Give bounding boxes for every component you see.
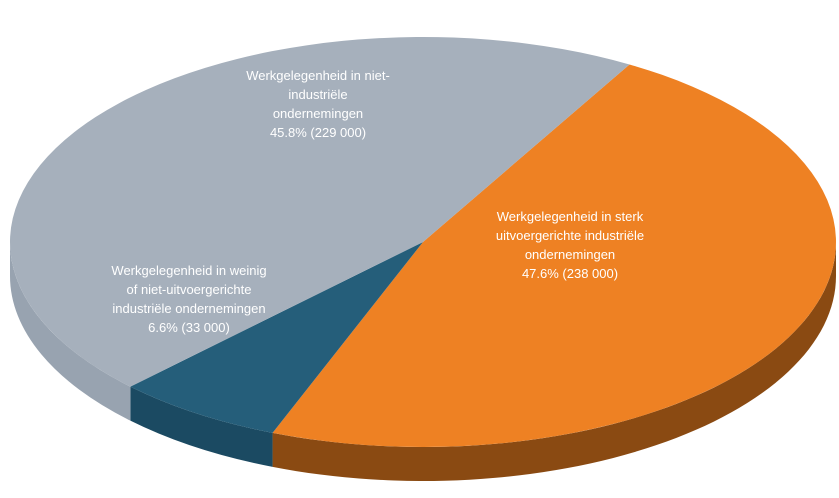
label-value: 45.8% (229 000) [269,125,367,140]
label-line: ondernemingen [272,106,364,121]
pie-slice-2 [9,36,630,387]
label-line: industriële ondernemingen [112,301,266,316]
slice-label-non-industrial: Werkgelegenheid in niet- industriële ond… [218,66,418,142]
label-line: ondernemingen [524,247,616,262]
label-value: 6.6% (33 000) [148,320,230,335]
label-line: Werkgelegenheid in niet- [246,68,390,83]
pie-side-0 [272,242,837,481]
slice-label-export-oriented: Werkgelegenheid in sterk uitvoergerichte… [450,207,690,283]
pie-slice-1 [130,242,424,433]
label-line: uitvoergerichte industriële [495,228,645,243]
pie-side-2 [10,242,131,421]
slice-label-low-export: Werkgelegenheid in weinig of niet-uitvoe… [89,261,289,337]
label-line: of niet-uitvoergerichte [126,282,252,297]
pie-slice-0 [272,64,836,447]
label-line: Werkgelegenheid in weinig [111,263,267,278]
pie-side-1 [130,386,273,467]
label-value: 47.6% (238 000) [521,266,619,281]
label-line: industriële [288,87,348,102]
label-line: Werkgelegenheid in sterk [496,209,644,224]
